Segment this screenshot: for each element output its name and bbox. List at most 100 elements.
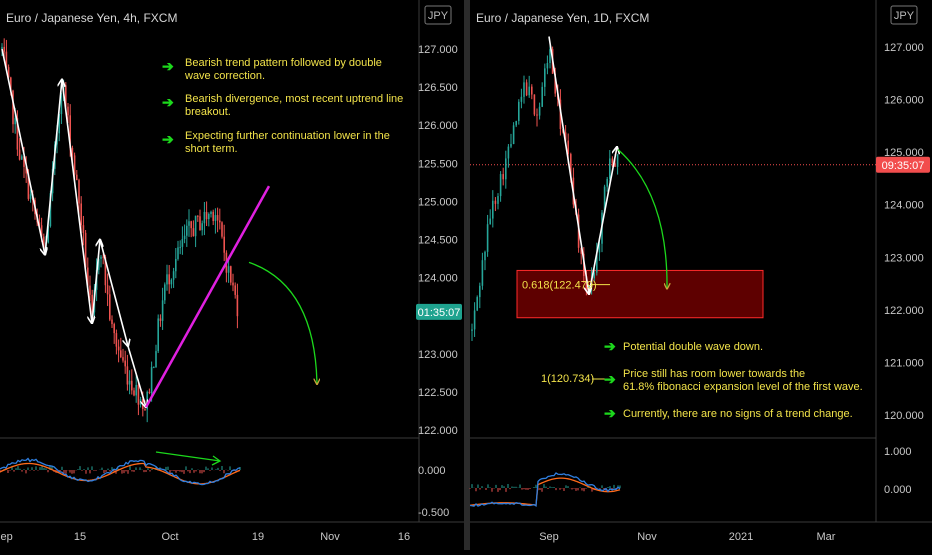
candle-up <box>157 318 159 352</box>
right-note-1-text: Potential double wave down. <box>623 341 763 353</box>
candle-down <box>536 114 538 116</box>
left-x-axis: Sep 15 Oct 19 Nov 16 <box>0 531 410 543</box>
candle-down <box>223 236 225 253</box>
r-y-tick: 127.000 <box>884 42 924 54</box>
candle-up <box>150 367 153 394</box>
wave-arrow <box>127 345 146 407</box>
candle-down <box>67 106 69 116</box>
candle-up <box>518 101 520 122</box>
candle-down <box>23 156 25 167</box>
r-y-tick: 123.000 <box>884 252 924 264</box>
right-panel: Euro / Japanese Yen, 1D, FXCM JPY 127.00… <box>469 0 932 543</box>
candle-down <box>525 82 528 96</box>
candle-down <box>234 285 236 295</box>
candle-down <box>197 215 199 217</box>
l-x-tick: Oct <box>161 531 178 543</box>
l-y-tick: 125.500 <box>418 158 458 170</box>
candle-down <box>122 357 124 361</box>
candle-down <box>144 408 146 410</box>
candle-up <box>153 367 155 369</box>
candle-down <box>82 225 85 233</box>
r-y-tick: 126.000 <box>884 95 924 107</box>
candle-down <box>205 211 208 220</box>
candle-down <box>106 285 109 295</box>
right-annotations: ➔ Potential double wave down. 1(120.734)… <box>541 338 863 421</box>
candle-down <box>12 90 14 125</box>
right-currency-badge-label: JPY <box>894 10 915 22</box>
right-currency-badge[interactable] <box>890 5 918 25</box>
candle-down <box>159 318 162 321</box>
candle-up <box>499 174 502 197</box>
l-x-tick: Sep <box>0 531 13 543</box>
candle-down <box>25 166 27 174</box>
right-target-label: 1(120.734) <box>541 373 594 385</box>
l-y-tick: 126.500 <box>418 82 458 94</box>
right-last-price-label: 09:35:07 <box>882 160 925 172</box>
candle-down <box>531 86 533 95</box>
candle-up <box>520 96 523 102</box>
wave-arrow <box>61 79 92 323</box>
wave-arrow <box>548 36 589 294</box>
wave-arrow <box>44 79 62 255</box>
wave-arrow <box>588 147 617 295</box>
candle-up <box>161 300 164 321</box>
candle-down <box>91 294 93 313</box>
candle-down <box>89 285 91 295</box>
candle-up <box>47 226 49 243</box>
wave-arrow <box>1 48 45 255</box>
candle-up <box>544 68 546 87</box>
candle-up <box>183 235 186 239</box>
candle-up <box>29 194 32 199</box>
candle-down <box>3 46 5 52</box>
signal-line <box>469 477 621 506</box>
candle-up <box>510 144 512 147</box>
candle-down <box>570 154 572 178</box>
left-y-axis: 127.000 126.500 126.000 125.500 125.000 124.5… <box>418 44 458 437</box>
candle-up <box>497 196 499 204</box>
left-chart-title: Euro / Japanese Yen, 4h, FXCM <box>6 11 177 25</box>
candle-up <box>479 285 481 298</box>
macd-line <box>0 457 241 486</box>
r-x-tick: Mar <box>817 531 836 543</box>
candle-down <box>80 203 82 226</box>
left-last-price-box <box>416 303 462 320</box>
candle-up <box>512 125 515 145</box>
r-y-tick: 120.000 <box>884 410 924 422</box>
candle-up <box>609 158 611 179</box>
candle-up <box>172 271 175 280</box>
l-indicator-tick: 0.000 <box>418 465 446 477</box>
right-y-axis: 127.000 126.000 125.000 124.000 123.000 122.0… <box>884 42 924 422</box>
r-indicator-tick: 0.000 <box>884 484 912 496</box>
l-y-tick: 125.000 <box>418 196 458 208</box>
candle-up <box>98 258 100 270</box>
candle-up <box>549 49 551 63</box>
candle-down <box>27 173 30 199</box>
candle-down <box>494 200 497 204</box>
candle-up <box>606 178 608 187</box>
candle-down <box>18 149 21 160</box>
candle-down <box>69 115 71 148</box>
r-y-tick: 122.000 <box>884 305 924 317</box>
candle-up <box>492 200 494 219</box>
right-fib-zone[interactable] <box>516 269 764 319</box>
candle-up <box>214 215 217 221</box>
r-y-tick: 125.000 <box>884 147 924 159</box>
wave-arrow <box>99 239 128 347</box>
r-x-tick: Nov <box>637 531 657 543</box>
candle-down <box>117 346 120 351</box>
candle-down <box>16 118 19 150</box>
candle-down <box>199 216 201 231</box>
candle-up <box>538 106 541 116</box>
divergence-arrow <box>155 451 221 462</box>
l-x-tick: 19 <box>252 531 264 543</box>
left-currency-badge[interactable] <box>424 5 452 25</box>
panel-divider[interactable] <box>464 0 470 550</box>
left-last-price-label: 01:35:07 <box>418 307 461 319</box>
right-x-axis: Sep Nov 2021 Mar <box>539 531 836 543</box>
candle-down <box>124 360 126 367</box>
candle-up <box>616 154 619 167</box>
candle-up <box>128 380 131 385</box>
candle-up <box>170 279 173 285</box>
